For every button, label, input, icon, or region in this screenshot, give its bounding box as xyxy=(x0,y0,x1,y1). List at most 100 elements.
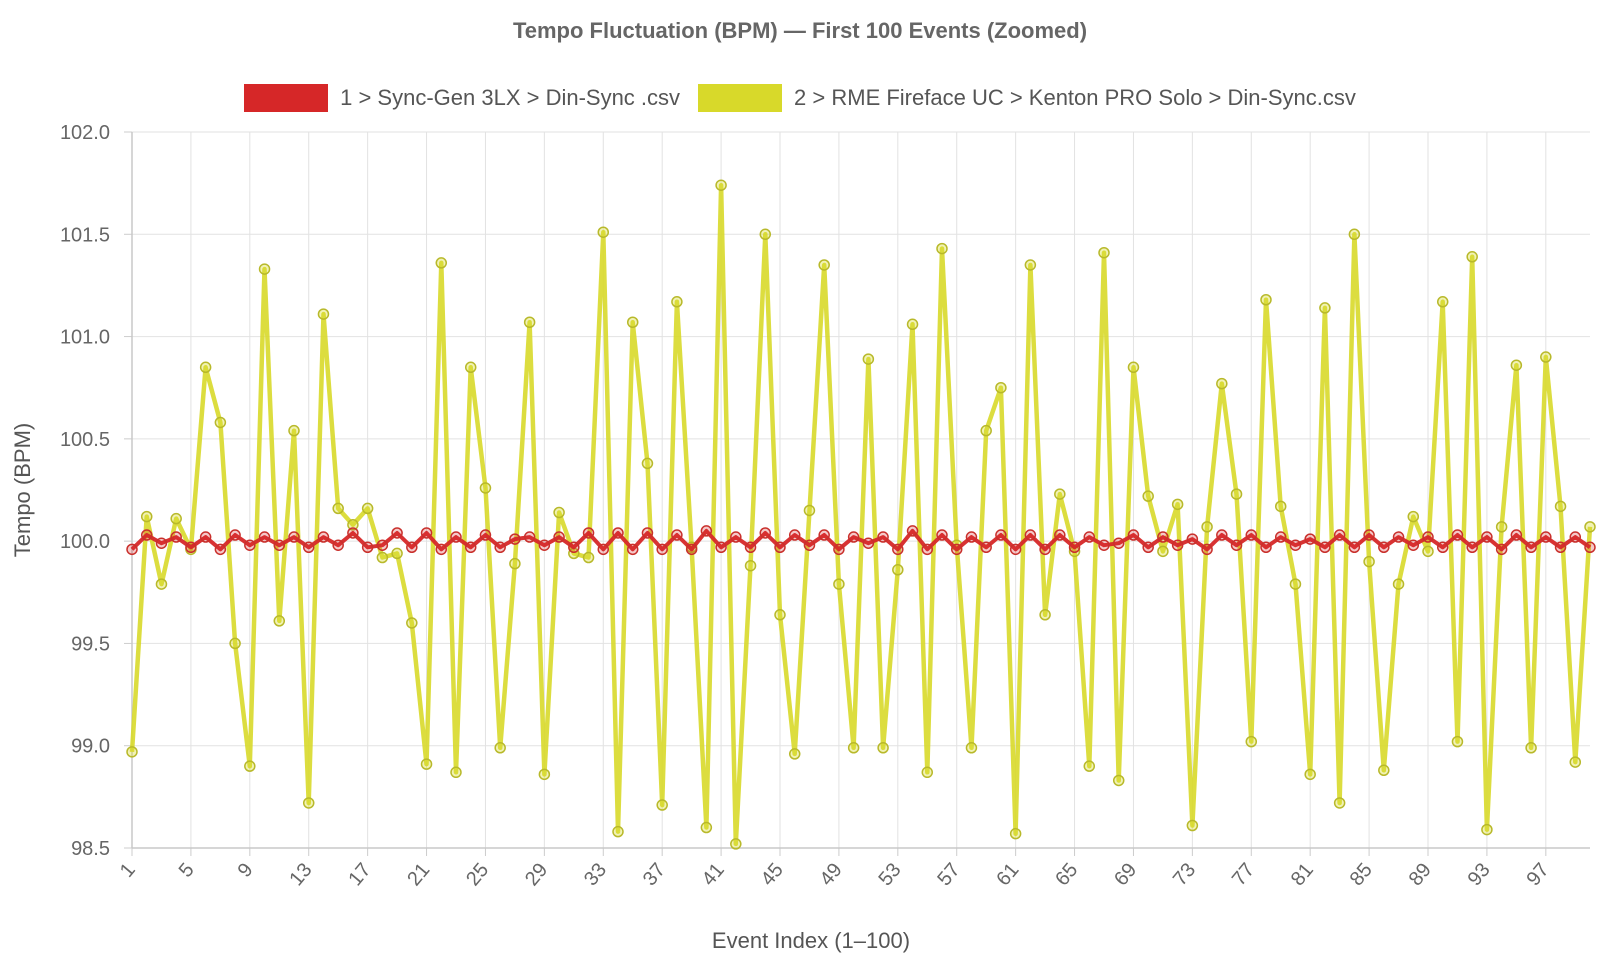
series-1-point xyxy=(1554,541,1567,554)
series-2-point xyxy=(715,179,727,191)
series-2-point xyxy=(1289,578,1302,590)
x-tick-label: 85 xyxy=(1346,859,1377,890)
x-tick-label: 45 xyxy=(757,859,788,890)
x-tick-label: 97 xyxy=(1522,859,1553,890)
series-2-point xyxy=(1054,488,1066,500)
series-1-point xyxy=(950,543,963,556)
series-2-point xyxy=(671,296,683,308)
series-2-point xyxy=(450,766,462,779)
series-1-point xyxy=(803,539,816,551)
series-1-point xyxy=(155,537,168,549)
series-2-point xyxy=(1230,488,1243,500)
series-1-point xyxy=(1245,529,1258,541)
y-tick-label: 101.5 xyxy=(60,224,110,246)
series-2-point xyxy=(1378,764,1390,777)
series-2-point xyxy=(1245,735,1258,748)
series-1-point xyxy=(1451,529,1464,541)
series-2-point xyxy=(214,416,227,429)
series-1-point xyxy=(1260,541,1272,554)
series-2-point xyxy=(818,259,830,271)
series-1-point xyxy=(700,525,713,537)
series-1-point xyxy=(479,529,492,541)
series-2-point xyxy=(1083,760,1096,772)
series-1-point xyxy=(1510,529,1523,541)
series-1-point xyxy=(1054,529,1066,541)
series-1-point xyxy=(1186,533,1199,545)
series-2-point xyxy=(759,228,772,241)
series-2-point xyxy=(641,457,654,470)
series-2-point xyxy=(1495,521,1508,533)
series-1-point xyxy=(1127,529,1140,541)
series-1-point xyxy=(258,531,271,543)
series-1-point xyxy=(730,531,742,543)
series-2-point xyxy=(332,502,344,515)
series-1-point xyxy=(597,543,610,556)
series-1-point xyxy=(435,543,448,556)
series-2-point xyxy=(1466,251,1478,263)
series-1-point xyxy=(464,541,477,554)
series-2-point xyxy=(1171,498,1184,511)
series-1-point xyxy=(892,543,904,556)
series-2-point xyxy=(1392,578,1405,590)
series-1-point xyxy=(1378,541,1390,554)
x-tick-label: 5 xyxy=(175,859,199,882)
series-2-point xyxy=(744,559,757,572)
series-2-point xyxy=(1157,545,1169,558)
series-1-point xyxy=(1319,541,1331,554)
series-1-point xyxy=(656,543,668,556)
series-2-point xyxy=(302,797,315,809)
series-2-point xyxy=(376,551,389,564)
series-1-point xyxy=(906,525,919,537)
series-2-point xyxy=(774,609,786,621)
x-tick-label: 21 xyxy=(403,859,434,890)
series-2-point xyxy=(1260,293,1272,306)
y-tick-label: 99.0 xyxy=(71,736,110,758)
series-1-point xyxy=(199,531,212,543)
series-2-point xyxy=(553,506,565,519)
series-2-point xyxy=(1525,742,1537,754)
series-2-point xyxy=(1186,819,1199,832)
series-2-point xyxy=(1319,302,1331,314)
series-2-point xyxy=(612,825,624,838)
series-1-point xyxy=(1142,541,1154,554)
series-1-point xyxy=(1363,529,1375,541)
series-1-point xyxy=(170,531,182,543)
series-1-point xyxy=(1112,537,1125,549)
series-2-point xyxy=(1098,246,1110,259)
series-2-point xyxy=(420,758,433,770)
series-1-point xyxy=(509,533,521,545)
series-1-point xyxy=(1039,543,1051,556)
series-1-point xyxy=(1157,531,1169,543)
series-1-point xyxy=(229,529,241,541)
legend-item-series-2[interactable]: 2 > RME Fireface UC > Kenton PRO Solo > … xyxy=(698,84,1356,112)
x-tick-label: 73 xyxy=(1169,859,1200,890)
series-2-point xyxy=(1024,259,1037,271)
series-2-point xyxy=(700,821,713,834)
series-2-point xyxy=(877,742,889,754)
y-tick-label: 102.0 xyxy=(60,122,110,144)
series-2-point xyxy=(1584,521,1596,533)
series-1-point xyxy=(244,539,256,551)
x-tick-label: 89 xyxy=(1405,859,1436,890)
series-2-point xyxy=(847,742,860,754)
x-tick-label: 33 xyxy=(580,859,611,890)
series-1-point xyxy=(877,531,889,543)
series-2-point xyxy=(1348,228,1361,241)
series-1-point xyxy=(1068,541,1081,554)
series-2-point xyxy=(1039,609,1051,621)
legend-item-series-1[interactable]: 1 > Sync-Gen 3LX > Din-Sync .csv xyxy=(244,84,680,112)
series-1-point xyxy=(582,527,595,539)
series-1-point xyxy=(361,541,374,554)
series-1-point xyxy=(420,527,433,539)
series-2-point xyxy=(391,547,403,560)
series-2-point xyxy=(1142,490,1154,502)
series-1-point xyxy=(862,537,875,549)
series-1-point xyxy=(1304,533,1316,545)
series-1-point xyxy=(214,543,227,556)
x-tick-label: 25 xyxy=(462,859,493,890)
series-2-point xyxy=(892,564,904,576)
series-2-point xyxy=(803,504,816,517)
series-1-point xyxy=(744,541,757,554)
series-1-point xyxy=(391,527,403,539)
